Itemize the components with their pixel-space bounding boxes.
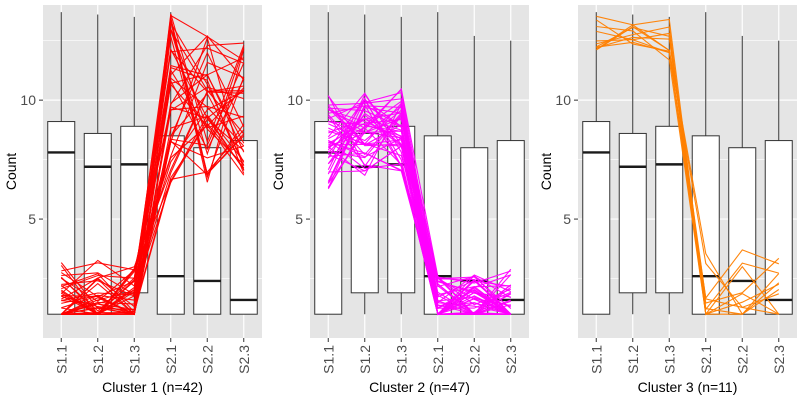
x-tick-label: S2.3 xyxy=(236,345,252,374)
box-body xyxy=(655,125,684,294)
x-tick-label: S2.3 xyxy=(771,345,787,374)
box-S1.1 xyxy=(582,12,611,315)
series-line xyxy=(61,105,244,302)
series-line xyxy=(61,28,245,315)
x-tick-label: S2.2 xyxy=(199,345,215,374)
box-body xyxy=(496,140,525,315)
series-line xyxy=(327,95,512,316)
y-tick-label: 10 xyxy=(20,92,36,108)
series-line xyxy=(60,17,245,315)
x-tick-label: S1.3 xyxy=(393,345,409,374)
series-line xyxy=(328,107,512,316)
y-tick-label: 10 xyxy=(287,92,303,108)
x-axis-title: Cluster 1 (n=42) xyxy=(102,379,203,395)
x-tick-label: S1.1 xyxy=(320,345,336,374)
box-body xyxy=(582,121,611,315)
series-line xyxy=(60,36,245,316)
series-line xyxy=(327,111,511,315)
series-line xyxy=(327,112,512,310)
box-S2.2 xyxy=(728,35,757,315)
series-line xyxy=(596,26,780,315)
x-tick-label: S1.2 xyxy=(90,345,106,374)
series-line xyxy=(61,115,245,313)
series-line xyxy=(327,93,511,315)
x-tick-label: S1.1 xyxy=(53,345,69,374)
x-tick-label: S1.2 xyxy=(357,345,373,374)
series-line xyxy=(596,15,779,309)
x-axis-title: Cluster 2 (n=47) xyxy=(369,379,470,395)
series-line xyxy=(595,19,780,316)
x-tick-label: S2.2 xyxy=(734,345,750,374)
y-axis-title: Count xyxy=(538,153,554,190)
box-body xyxy=(764,140,793,315)
x-tick-label: S1.3 xyxy=(661,345,677,374)
box-body xyxy=(691,135,720,315)
x-tick-label: S1.2 xyxy=(625,345,641,374)
panel-1: 5 10 S1.1 S1.2 S1.3 S2.1 S2.2 S2.3 Cluster 1 (n=… xyxy=(3,5,262,395)
x-axis-title: Cluster 3 (n=11) xyxy=(638,379,738,395)
box-body xyxy=(193,147,222,315)
box-S2.1 xyxy=(691,12,720,315)
series-line xyxy=(60,18,245,295)
box-body xyxy=(728,147,757,315)
box-body xyxy=(618,132,647,294)
x-tick-label: S2.1 xyxy=(698,345,714,374)
x-tick-label: S2.3 xyxy=(503,345,519,374)
box-body xyxy=(229,140,258,315)
box-S2.3 xyxy=(764,40,793,315)
y-tick-label: 5 xyxy=(563,211,571,227)
x-tick-label: S2.1 xyxy=(430,345,446,374)
series-line xyxy=(595,18,779,311)
y-tick-label: 10 xyxy=(555,92,571,108)
x-tick-label: S2.2 xyxy=(466,345,482,374)
series-line xyxy=(328,108,511,315)
y-axis-title: Count xyxy=(3,153,19,190)
x-tick-label: S1.3 xyxy=(126,345,142,374)
series-lines xyxy=(595,15,780,316)
series-line xyxy=(596,36,779,315)
y-tick-label: 5 xyxy=(295,211,303,227)
series-lines xyxy=(60,13,245,316)
y-axis-title: Count xyxy=(270,153,286,190)
series-line xyxy=(61,129,245,314)
x-tick-label: S1.1 xyxy=(588,345,604,374)
box-S2.3 xyxy=(229,40,258,315)
box-S1.3 xyxy=(655,16,684,315)
box-S1.1 xyxy=(47,12,76,315)
x-tick-label: S2.1 xyxy=(163,345,179,374)
panel-2: 5 10 S1.1 S1.2 S1.3 S2.1 S2.2 S2.3 Cluster 2 (n=… xyxy=(270,5,529,395)
series-lines xyxy=(327,87,512,316)
panel-3: 5 10 S1.1 S1.2 S1.3 S2.1 S2.2 S2.3 Cluster 3 (n=… xyxy=(538,5,797,395)
y-tick-label: 5 xyxy=(28,211,36,227)
